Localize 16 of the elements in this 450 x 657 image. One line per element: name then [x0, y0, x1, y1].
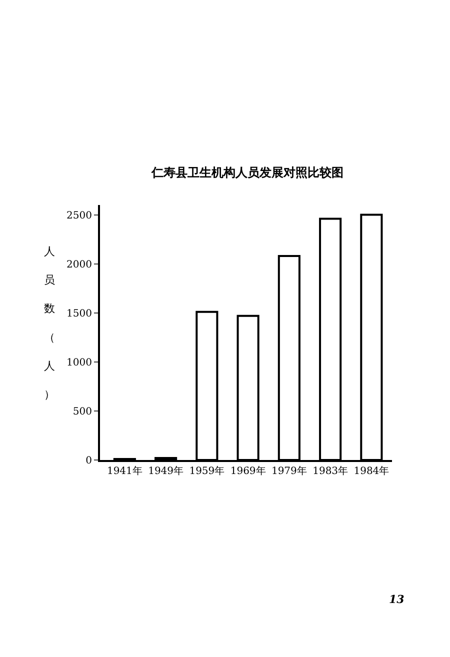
- x-tick-label: 1959年: [189, 465, 225, 477]
- y-tick-label: 1500: [66, 308, 92, 320]
- x-tick-label: 1984年: [354, 465, 390, 477]
- x-tick-label: 1969年: [230, 465, 266, 477]
- y-tick-label: 2000: [66, 259, 92, 270]
- y-tick-label: 2500: [66, 210, 92, 222]
- x-tick-label: 1941年: [106, 465, 142, 477]
- x-tick-label: 1979年: [271, 465, 307, 477]
- y-tick-label: 0: [86, 456, 92, 466]
- text: 13: [389, 593, 405, 606]
- chart-title: 仁寿县卫生机构人员发展对照比较图: [150, 165, 344, 180]
- y-tick-label: 1000: [66, 357, 92, 368]
- text: 人员数（人）: [44, 245, 55, 401]
- x-tick-label: 1949年: [148, 465, 184, 477]
- x-tick-label: 1983年: [312, 465, 348, 477]
- y-tick-label: 500: [72, 406, 92, 418]
